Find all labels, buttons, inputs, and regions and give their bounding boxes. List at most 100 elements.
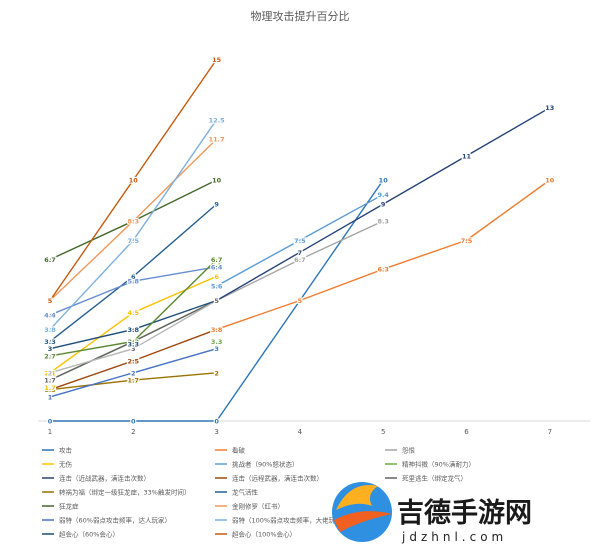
watermark-logo: 吉德手游网 jdzhnl.com [332,482,532,544]
data-label: 13 [545,104,554,112]
series-line-1 [216,179,551,331]
legend-item-label: 弱特（100%弱点攻击频率，大佬玩家） [232,516,348,525]
data-label: 10 [545,177,555,185]
data-label: 3.3 [128,340,140,348]
data-label: 3.8 [128,326,140,334]
data-label: 1.7 [44,377,56,385]
data-label: 3.3 [211,338,223,346]
legend-item-label: 金刚修罗（红书） [232,502,284,511]
data-label: 6.7 [294,256,306,264]
data-label: 3.3 [128,338,140,346]
series-line-2 [216,220,384,302]
x-tick-label: 5 [381,428,385,436]
series-line-6 [216,107,551,302]
data-label: 10 [212,177,222,185]
legend-item-label: 精神抖擞（90%满耐力） [402,460,475,469]
data-label: 6.7 [211,256,223,264]
x-tick-label: 1 [48,428,52,436]
data-label: 2 [214,369,219,377]
x-axis: 1 2 3 4 5 6 7 [38,420,590,436]
series-line-0 [50,179,384,422]
legend-item-label: 死里逃生（绑定龙气） [402,474,467,483]
legend-item-label: 狂龙症 [59,502,79,511]
series-line-15 [49,348,217,398]
data-label: 6 [131,273,136,281]
x-tick-label: 2 [131,428,135,436]
data-label: 5.6 [211,283,223,291]
data-label: 3.3 [44,338,56,346]
data-label: 11 [462,152,472,160]
chart-title: 物理攻击提升百分比 [251,9,350,23]
data-label: 0 [48,418,53,426]
data-label: 3.8 [44,326,56,334]
data-label: 4.4 [44,311,56,319]
data-label: 3 [214,345,219,353]
series-line-3 [49,275,217,374]
data-label: 12.5 [209,116,226,124]
data-label: 6.3 [377,266,389,274]
data-label: 1.7 [128,377,140,385]
data-label: 3 [131,345,136,353]
data-label: 6.7 [44,256,56,264]
series-line-10 [49,203,218,343]
data-label: 9 [381,201,386,209]
series-line-7 [49,328,217,391]
x-tick-label: 6 [464,428,469,436]
series-line-19 [49,259,218,357]
legend-item-label: 连击（近战武器，满连击次数） [59,474,150,483]
data-label: 2.1 [44,369,56,377]
legend-item-label: 龙气活性 [232,488,259,497]
series-lines [49,59,551,422]
series-line-17 [49,299,217,350]
data-label: 8.3 [377,217,389,225]
legend-item-label: 超会心（100%会心） [232,530,296,539]
legend-item-label: 攻击 [59,446,73,455]
data-label: 5 [48,297,53,305]
data-label: 2.7 [44,352,56,360]
data-label: 6.4 [211,263,223,271]
data-label: 0 [131,418,136,426]
data-label: 2.5 [128,357,140,365]
data-label: 3.8 [211,326,223,334]
series-line-18 [49,59,218,301]
watermark-url: jdzhnl.com [401,530,507,544]
legend-item-label: 转祸为福（绑定一级狂龙症，33%触发时间） [59,488,190,497]
data-label: 5 [298,297,303,305]
data-label: 15 [212,56,222,64]
legend-item-label: 看破 [232,446,246,455]
series-line-12 [49,266,217,316]
series-line-4 [216,193,384,287]
series-line-16 [49,119,218,330]
watermark-logo-swoosh-icon [334,511,392,532]
x-tick-label: 4 [298,428,303,436]
series-line-9 [49,372,217,391]
x-tick-label: 3 [214,428,218,436]
data-label: 1.7 [44,384,56,392]
series-line-13 [49,138,218,302]
data-label: 6.5 [211,261,223,269]
data-label: 5.8 [128,278,140,286]
data-label: 3 [48,345,53,353]
data-label: 7.5 [461,237,473,245]
series-line-14 [49,299,217,374]
data-label: 11.7 [209,136,225,144]
data-label: 10 [379,177,389,185]
legend-item-label: 无伤 [59,460,73,469]
data-label: 5 [214,297,219,305]
data-label: 1 [48,393,53,401]
data-label: 7.5 [294,237,306,245]
data-label: 5 [298,297,303,305]
data-label: 4.5 [128,309,140,317]
watermark-text: 吉德手游网 [397,498,532,529]
legend-item-label: 挑战者（90%怒状态） [232,460,298,469]
data-label: 6 [214,273,219,281]
watermark-logo-flame-icon [336,485,378,510]
data-label: 9.4 [377,191,389,199]
x-tick-label: 7 [548,428,552,436]
legend-item-label: 怨恨 [402,446,416,455]
data-label: 7.5 [128,237,140,245]
data-label: 1.3 [44,386,56,394]
data-label: 2 [48,369,53,377]
